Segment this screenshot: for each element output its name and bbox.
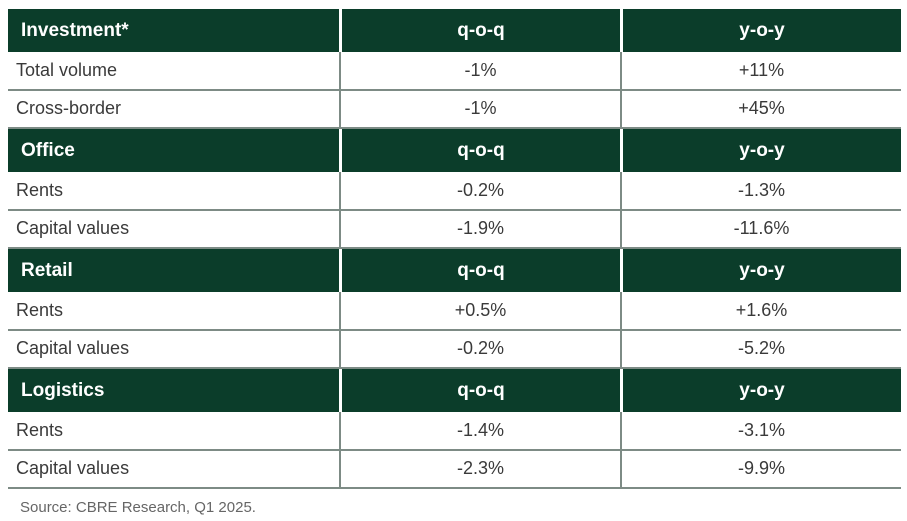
qoq-value: -0.2% (339, 330, 620, 367)
qoq-value: -1.9% (339, 210, 620, 247)
qoq-value: -1.4% (339, 412, 620, 449)
section-header-investment: Investment* q-o-q y-o-y (8, 9, 901, 52)
row-label: Rents (16, 179, 64, 200)
qoq-value: +0.5% (339, 292, 620, 329)
yoy-value: -5.2% (620, 330, 901, 367)
column-header-yoy: y-o-y (620, 129, 901, 172)
column-header-qoq: q-o-q (339, 369, 620, 412)
column-header-yoy: y-o-y (620, 9, 901, 52)
qoq-value: -1% (339, 52, 620, 89)
table-row: Cross-border -1% +45% (8, 90, 901, 129)
row-label: Capital values (16, 458, 130, 479)
row-label: Total volume (16, 59, 118, 80)
row-label: Rents (16, 419, 64, 440)
yoy-value: -1.3% (620, 172, 901, 209)
column-header-qoq: q-o-q (339, 9, 620, 52)
row-label: Capital values (16, 338, 130, 359)
yoy-value: +45% (620, 90, 901, 127)
yoy-value: -9.9% (620, 450, 901, 487)
yoy-value: +11% (620, 52, 901, 89)
table-row: Capital values -2.3% -9.9% (8, 450, 901, 489)
qoq-value: -2.3% (339, 450, 620, 487)
section-title: Retail (21, 259, 73, 281)
section-title: Office (21, 139, 75, 161)
column-header-qoq: q-o-q (339, 249, 620, 292)
row-label: Rents (16, 299, 64, 320)
column-header-yoy: y-o-y (620, 369, 901, 412)
section-header-office: Office q-o-q y-o-y (8, 129, 901, 172)
section-title: Logistics (21, 379, 105, 401)
row-label: Capital values (16, 218, 130, 239)
yoy-value: -3.1% (620, 412, 901, 449)
yoy-value: -11.6% (620, 210, 901, 247)
qoq-value: -1% (339, 90, 620, 127)
column-header-qoq: q-o-q (339, 129, 620, 172)
market-indicators-table: Investment* q-o-q y-o-y Total volume -1%… (8, 9, 901, 489)
table-row: Rents -0.2% -1.3% (8, 172, 901, 211)
table-row: Capital values -0.2% -5.2% (8, 330, 901, 369)
table-row: Rents -1.4% -3.1% (8, 412, 901, 451)
table-row: Rents +0.5% +1.6% (8, 292, 901, 331)
row-label: Cross-border (16, 98, 122, 119)
section-header-retail: Retail q-o-q y-o-y (8, 249, 901, 292)
section-header-logistics: Logistics q-o-q y-o-y (8, 369, 901, 412)
column-header-yoy: y-o-y (620, 249, 901, 292)
section-title: Investment* (21, 19, 129, 41)
qoq-value: -0.2% (339, 172, 620, 209)
table-row: Capital values -1.9% -11.6% (8, 210, 901, 249)
yoy-value: +1.6% (620, 292, 901, 329)
table-row: Total volume -1% +11% (8, 52, 901, 91)
source-note: Source: CBRE Research, Q1 2025. (20, 499, 256, 516)
